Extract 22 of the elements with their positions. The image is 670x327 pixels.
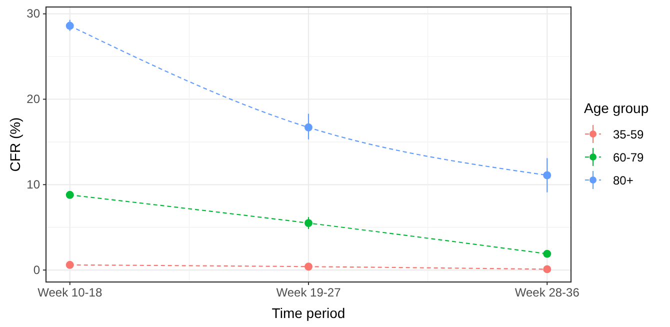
y-tick-label: 10 [26,177,40,192]
point [304,123,312,132]
point [304,262,312,271]
point [66,22,74,30]
point [543,250,552,258]
y-tick-label: 30 [26,6,40,21]
legend-label: 60-79 [613,150,644,164]
x-axis-title: Time period [272,305,346,321]
y-tick-label: 0 [33,262,40,277]
legend-title: Age group [584,100,649,116]
y-axis-title: CFR (%) [7,117,23,172]
x-tick-label: Week 19-27 [276,286,342,300]
x-tick-label: Week 10-18 [38,286,102,300]
point [66,190,74,199]
x-tick-label: Week 28-36 [514,286,580,300]
legend-label: 35-59 [613,128,644,142]
point [543,265,552,274]
point [66,260,74,269]
point [543,171,552,180]
legend-label: 80+ [613,174,634,188]
y-tick-label: 20 [26,92,40,106]
point [304,219,312,228]
